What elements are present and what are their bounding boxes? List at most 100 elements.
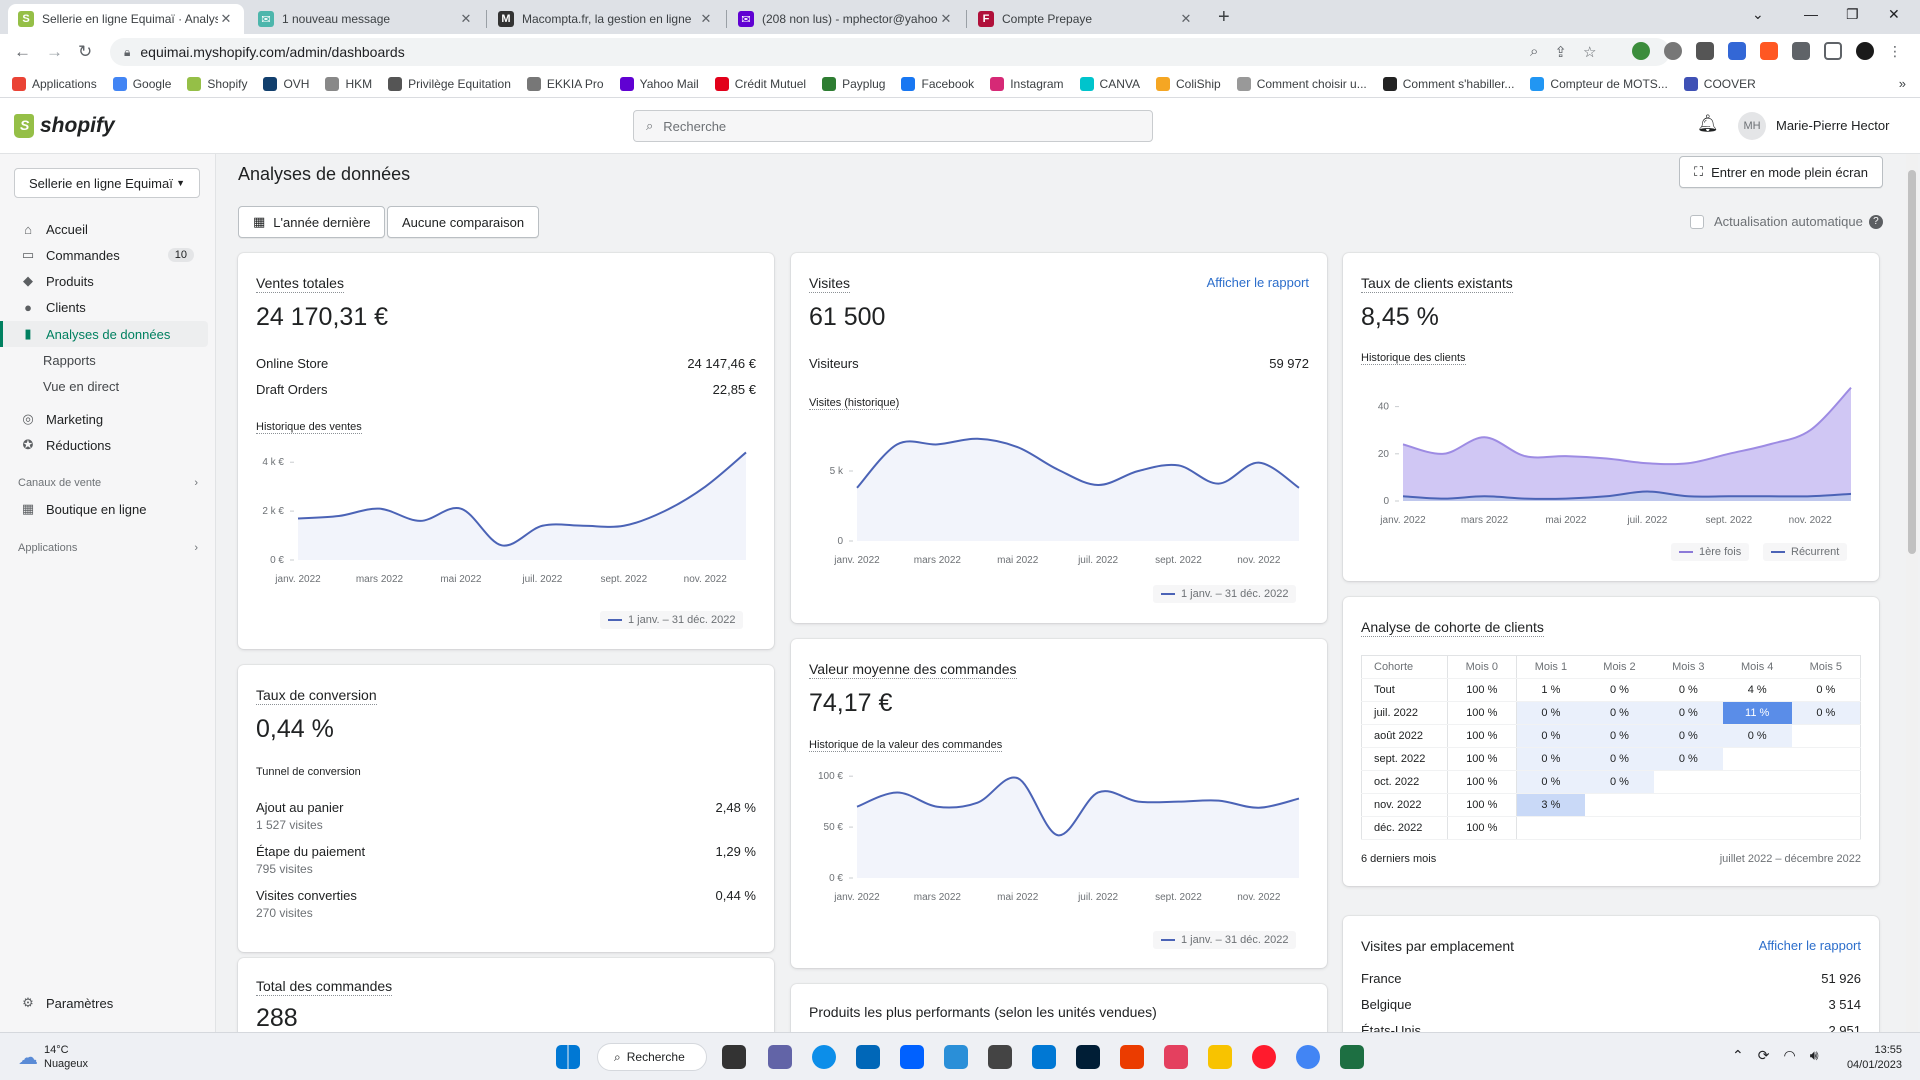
reload-icon[interactable]: ↻ [78, 42, 93, 61]
bookmark-item[interactable]: Compteur de MOTS... [1530, 76, 1668, 91]
bookmark-item[interactable]: Google [112, 76, 171, 91]
card-title[interactable]: Visites par emplacement [1361, 938, 1515, 954]
sales-channels-header[interactable]: Canaux de vente › [18, 477, 198, 489]
extensions-puzzle-icon[interactable] [1792, 42, 1810, 60]
sidebar-item-live-view[interactable]: Vue en direct [0, 373, 216, 399]
auto-refresh-checkbox[interactable] [1690, 214, 1704, 229]
url-field[interactable]: 🔒︎ equimai.myshopify.com/admin/dashboard… [110, 38, 1670, 66]
card-title[interactable]: Taux de clients existants [1361, 275, 1513, 293]
close-tab-icon[interactable]: ✕ [1180, 11, 1192, 26]
app-icon[interactable] [1164, 1045, 1188, 1069]
close-tab-icon[interactable]: ✕ [700, 11, 712, 26]
browser-menu-icon[interactable]: ⋮ [1888, 43, 1902, 59]
mail-icon[interactable] [1032, 1045, 1056, 1069]
bookmark-item[interactable]: Comment choisir u... [1236, 76, 1367, 91]
card-title[interactable]: Visites [809, 275, 850, 293]
wifi-icon[interactable]: ◠ [1783, 1047, 1796, 1063]
bookmark-item[interactable]: HKM [325, 76, 372, 91]
side-panel-icon[interactable] [1824, 42, 1842, 60]
close-tab-icon[interactable]: ✕ [940, 11, 952, 26]
bookmark-item[interactable]: Applications [12, 76, 97, 91]
extension-1-icon[interactable] [1632, 42, 1650, 60]
date-range-button[interactable]: ▦ L'année dernière [238, 206, 386, 238]
chevron-up-icon[interactable]: ⌃ [1732, 1047, 1744, 1063]
volume-icon[interactable]: 🔊︎ [1809, 1047, 1819, 1063]
chart-title[interactable]: Historique des ventes [256, 421, 362, 434]
chart-title[interactable]: Historique des clients [1361, 352, 1466, 365]
sync-icon[interactable]: ⟳ [1757, 1047, 1770, 1063]
store-app-icon[interactable] [856, 1045, 880, 1069]
tab-search-icon[interactable]: ⌄ [1752, 6, 1764, 22]
minimize-icon[interactable]: — [1804, 6, 1818, 22]
sidebar-item-settings[interactable]: ⚙ Paramètres [0, 990, 216, 1016]
bookmark-item[interactable]: Comment s'habiller... [1382, 76, 1514, 91]
sidebar-item-analytics[interactable]: ▮ Analyses de données [0, 321, 216, 347]
bookmark-item[interactable]: Payplug [822, 76, 885, 91]
bookmark-item[interactable]: Facebook [901, 76, 974, 91]
task-view-icon[interactable] [722, 1045, 746, 1069]
bookmark-item[interactable]: OVH [263, 76, 309, 91]
browser-tab-message[interactable]: ✉ 1 nouveau message ✕ [248, 4, 484, 34]
sidebar-item-commandes[interactable]: ▭ Commandes 10 [0, 242, 216, 268]
windows-start-icon[interactable] [556, 1045, 580, 1069]
lightroom-icon[interactable] [1076, 1045, 1100, 1069]
user-name[interactable]: Marie-Pierre Hector [1776, 118, 1890, 133]
avatar[interactable]: MH [1738, 112, 1766, 140]
close-tab-icon[interactable]: ✕ [460, 11, 472, 26]
dropbox-icon[interactable] [900, 1045, 924, 1069]
card-title[interactable]: Total des commandes [256, 978, 393, 996]
fullscreen-button[interactable]: ⛶ Entrer en mode plein écran [1679, 156, 1883, 188]
search-input[interactable]: ⌕ Recherche [633, 110, 1153, 142]
view-report-link[interactable]: Afficher le rapport [1206, 275, 1309, 290]
page-scrollbar[interactable] [1906, 154, 1918, 1032]
bookmark-item[interactable]: ColiShip [1156, 76, 1221, 91]
comparison-button[interactable]: Aucune comparaison [387, 206, 540, 238]
browser-tab-prepaye[interactable]: F Compte Prepaye ✕ [968, 4, 1204, 34]
weather-widget[interactable]: ☁ 14°C Nuageux [18, 1043, 88, 1071]
file-explorer-icon[interactable] [1208, 1045, 1232, 1069]
bookmark-item[interactable]: Instagram [990, 76, 1064, 91]
apps-header[interactable]: Applications › [18, 542, 198, 554]
bookmark-item[interactable]: COOVER [1683, 76, 1756, 91]
edge-icon[interactable] [812, 1045, 836, 1069]
extension-3-icon[interactable] [1696, 42, 1714, 60]
card-title[interactable]: Ventes totales [256, 275, 344, 293]
sidebar-item-marketing[interactable]: ◎ Marketing [0, 406, 216, 432]
app-icon[interactable] [988, 1045, 1012, 1069]
browser-tab-shopify[interactable]: S Sellerie en ligne Equimaï · Analys ✕ [8, 4, 244, 34]
extension-4-icon[interactable] [1728, 42, 1746, 60]
forward-icon[interactable]: → [46, 42, 63, 61]
share-icon[interactable]: ⇪ [1554, 44, 1567, 61]
card-title[interactable]: Valeur moyenne des commandes [809, 661, 1017, 679]
bookmark-item[interactable]: Shopify [187, 76, 247, 91]
shopify-logo[interactable]: shopify [14, 114, 115, 138]
chart-title[interactable]: Visites (historique) [809, 397, 900, 410]
browser-tab-yahoo[interactable]: ✉ (208 non lus) - mphector@yahoo ✕ [728, 4, 964, 34]
view-report-link[interactable]: Afficher le rapport [1758, 938, 1861, 953]
bookmark-item[interactable]: Crédit Mutuel [714, 76, 806, 91]
notifications-bell-icon[interactable]: 🔔︎ [1697, 114, 1719, 133]
zoom-icon[interactable]: ⌕ [1530, 43, 1539, 60]
sidebar-item-online-store[interactable]: ▦ Boutique en ligne [0, 496, 216, 522]
sidebar-item-produits[interactable]: ◆ Produits [0, 268, 216, 294]
taskbar-clock[interactable]: 13:55 04/01/2023 [1846, 1044, 1902, 1071]
auto-refresh-toggle[interactable]: Actualisation automatique ? [1690, 214, 1883, 229]
sidebar-item-reductions[interactable]: ✪ Réductions [0, 432, 216, 458]
chart-title[interactable]: Historique de la valeur des commandes [809, 739, 1003, 752]
close-tab-icon[interactable]: ✕ [220, 11, 232, 26]
extension-2-icon[interactable] [1664, 42, 1682, 60]
bookmark-item[interactable]: Privilège Equitation [388, 76, 511, 91]
scrollbar-thumb[interactable] [1908, 170, 1916, 554]
browser-tab-macompta[interactable]: M Macompta.fr, la gestion en ligne ✕ [488, 4, 724, 34]
opera-icon[interactable] [1252, 1045, 1276, 1069]
close-window-icon[interactable]: ✕ [1888, 6, 1900, 22]
office-icon[interactable] [1120, 1045, 1144, 1069]
help-icon[interactable]: ? [1868, 214, 1883, 229]
maximize-icon[interactable]: ❐ [1846, 6, 1859, 22]
new-tab-icon[interactable]: + [1218, 6, 1230, 28]
back-icon[interactable]: ← [14, 42, 31, 61]
card-title[interactable]: Produits les plus performants (selon les… [809, 1004, 1157, 1020]
chrome-icon[interactable] [1296, 1045, 1320, 1069]
teams-icon[interactable] [768, 1045, 792, 1069]
profile-icon[interactable] [1856, 42, 1874, 60]
